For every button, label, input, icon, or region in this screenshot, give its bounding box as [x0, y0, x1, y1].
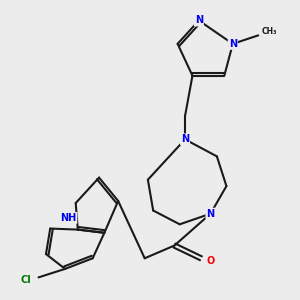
Text: N: N — [206, 209, 214, 219]
Text: O: O — [206, 256, 214, 266]
Text: N: N — [229, 39, 237, 49]
Text: CH₃: CH₃ — [261, 27, 277, 36]
Text: N: N — [195, 16, 203, 26]
Text: N: N — [181, 134, 189, 144]
Text: NH: NH — [60, 213, 76, 223]
Text: Cl: Cl — [20, 274, 31, 284]
